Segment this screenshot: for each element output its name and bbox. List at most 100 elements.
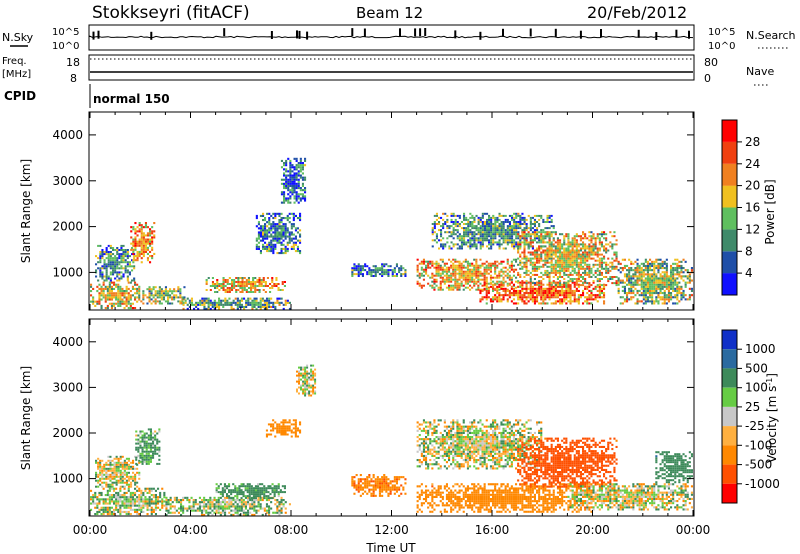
data-cell xyxy=(269,287,272,289)
data-cell xyxy=(98,294,101,297)
data-cell xyxy=(590,249,593,252)
data-cell xyxy=(116,271,119,274)
data-cell xyxy=(247,291,250,293)
data-cell xyxy=(359,271,362,274)
data-cell xyxy=(489,266,492,269)
data-cell xyxy=(138,502,141,505)
data-cell xyxy=(383,269,386,272)
data-cell xyxy=(508,270,511,273)
data-cell xyxy=(130,477,133,480)
data-cell xyxy=(422,262,425,265)
data-cell xyxy=(240,297,243,300)
data-cell xyxy=(550,265,553,268)
data-cell xyxy=(274,223,277,226)
data-cell xyxy=(646,283,649,286)
data-cell xyxy=(523,243,526,246)
data-cell xyxy=(603,267,606,270)
data-cell xyxy=(381,267,384,270)
data-cell xyxy=(179,292,182,295)
data-cell xyxy=(542,249,545,252)
data-cell xyxy=(525,229,528,232)
data-cell xyxy=(460,270,463,273)
data-cell xyxy=(567,269,570,272)
data-cell xyxy=(651,273,654,276)
data-cell xyxy=(123,294,126,297)
data-cell xyxy=(138,252,141,255)
data-cell xyxy=(542,231,545,234)
data-cell xyxy=(289,168,292,171)
data-cell xyxy=(519,276,522,278)
data-cell xyxy=(542,298,545,301)
data-cell xyxy=(598,294,601,297)
data-cell xyxy=(143,442,146,445)
data-cell xyxy=(115,473,118,476)
data-cell xyxy=(554,245,557,248)
data-cell xyxy=(573,283,576,286)
data-cell xyxy=(133,279,136,282)
data-cell xyxy=(469,278,472,281)
data-cell xyxy=(467,233,470,236)
data-cell xyxy=(179,294,182,297)
data-cell xyxy=(418,274,421,277)
data-cell xyxy=(299,157,302,160)
data-cell xyxy=(366,271,369,274)
data-cell xyxy=(119,504,122,507)
data-cell xyxy=(245,289,248,291)
data-cell xyxy=(134,236,137,239)
data-cell xyxy=(256,285,259,287)
data-cell xyxy=(527,247,530,250)
data-cell xyxy=(203,297,206,300)
data-cell xyxy=(283,199,286,202)
data-cell xyxy=(467,221,470,223)
data-cell xyxy=(559,239,562,242)
data-cell xyxy=(632,289,635,292)
data-cell xyxy=(169,302,172,305)
data-cell xyxy=(548,289,551,292)
data-cell xyxy=(586,282,589,285)
data-cell xyxy=(161,504,164,507)
data-cell xyxy=(126,265,129,268)
data-cell xyxy=(586,271,589,274)
data-cell xyxy=(517,233,520,236)
data-cell xyxy=(467,245,470,248)
data-cell xyxy=(105,467,108,470)
data-cell xyxy=(456,221,459,223)
data-cell xyxy=(598,273,601,276)
data-cell xyxy=(519,243,522,246)
data-cell xyxy=(437,268,440,271)
data-cell xyxy=(153,222,156,225)
data-cell xyxy=(475,227,478,230)
data-cell xyxy=(546,241,549,244)
data-cell xyxy=(123,477,126,480)
data-cell xyxy=(592,265,595,268)
data-cell xyxy=(446,231,449,234)
data-cell xyxy=(119,479,122,482)
data-cell xyxy=(552,289,555,292)
data-cell xyxy=(486,227,489,230)
data-cell xyxy=(289,172,292,175)
data-cell xyxy=(653,302,656,305)
data-cell xyxy=(561,251,564,254)
data-cell xyxy=(171,296,174,299)
data-cell xyxy=(148,491,151,494)
data-cell xyxy=(546,259,549,262)
data-cell xyxy=(533,235,536,238)
data-cell xyxy=(104,502,107,505)
data-cell xyxy=(488,227,491,230)
data-cell xyxy=(140,236,143,239)
data-cell xyxy=(104,294,107,297)
data-cell xyxy=(236,307,239,310)
data-cell xyxy=(611,278,614,280)
data-cell xyxy=(126,269,129,272)
data-cell xyxy=(552,239,555,242)
data-cell xyxy=(95,485,98,488)
data-cell xyxy=(129,296,132,299)
data-cell xyxy=(544,221,547,223)
data-cell xyxy=(536,231,539,234)
data-cell xyxy=(134,259,137,262)
data-cell xyxy=(134,455,137,458)
data-cell xyxy=(464,266,467,269)
data-cell xyxy=(556,259,559,262)
data-cell xyxy=(351,269,354,272)
data-cell xyxy=(488,247,491,250)
